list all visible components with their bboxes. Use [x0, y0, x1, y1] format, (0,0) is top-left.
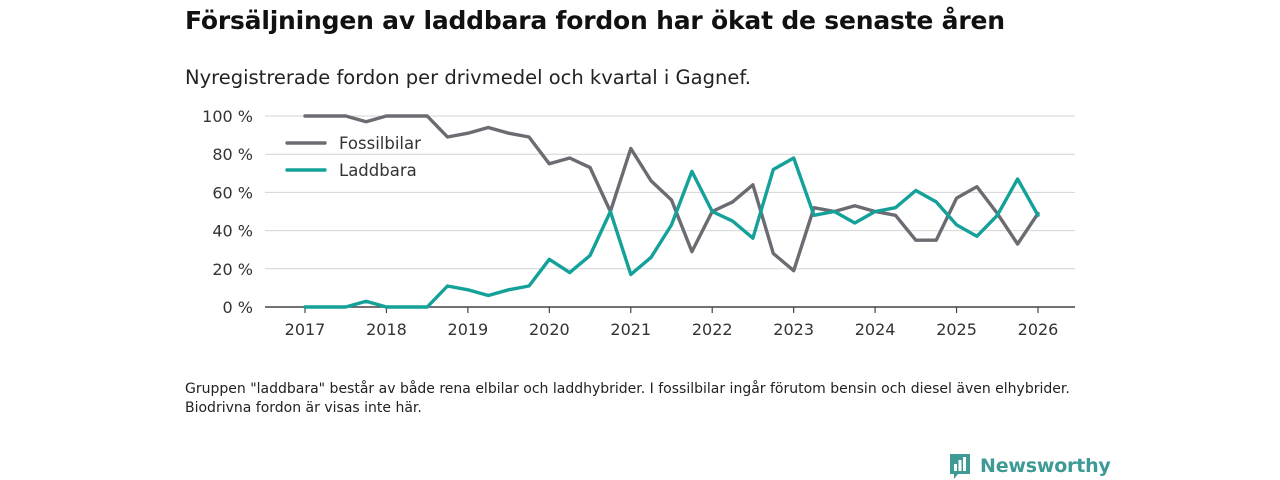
- legend-label-fossilbilar: Fossilbilar: [339, 134, 421, 153]
- y-tick-label: 20 %: [212, 260, 253, 279]
- x-tick-label: 2017: [285, 320, 326, 339]
- x-tick-label: 2023: [773, 320, 814, 339]
- chart-title: Försäljningen av laddbara fordon har öka…: [185, 6, 1005, 35]
- line-chart: 0 % 20 % 40 % 60 % 80 % 100 % 2017 2018 2019 202…: [202, 107, 1075, 339]
- y-axis-ticks: 0 % 20 % 40 % 60 % 80 % 100 %: [202, 107, 253, 317]
- brand-logo: Newsworthy: [948, 452, 1111, 480]
- x-tick-label: 2019: [448, 320, 489, 339]
- series-line-fossilbilar: [303, 114, 1040, 273]
- y-tick-label: 100 %: [202, 107, 253, 126]
- series-line-laddbara: [303, 156, 1040, 309]
- x-tick-label: 2025: [936, 320, 977, 339]
- x-tick-label: 2024: [855, 320, 896, 339]
- legend: Fossilbilar Laddbara: [285, 134, 421, 180]
- bar-chart-logo-icon: [950, 454, 970, 479]
- y-tick-label: 40 %: [212, 222, 253, 241]
- y-tick-label: 60 %: [212, 183, 253, 202]
- x-tick-label: 2022: [692, 320, 733, 339]
- data-lines: [303, 114, 1040, 309]
- y-tick-label: 0 %: [223, 298, 253, 317]
- legend-label-laddbara: Laddbara: [339, 161, 417, 180]
- footnote: Gruppen "laddbara" består av både rena e…: [185, 381, 1070, 416]
- x-axis: 2017 2018 2019 2020 2021 2022 2023 2024 2025 2026: [265, 306, 1075, 339]
- brand-name: Newsworthy: [980, 455, 1111, 477]
- x-tick-label: 2018: [366, 320, 407, 339]
- x-tick-label: 2026: [1018, 320, 1059, 339]
- chart-subtitle: Nyregistrerade fordon per drivmedel och …: [185, 66, 751, 89]
- y-tick-label: 80 %: [212, 145, 253, 164]
- x-tick-label: 2020: [529, 320, 570, 339]
- x-tick-label: 2021: [610, 320, 651, 339]
